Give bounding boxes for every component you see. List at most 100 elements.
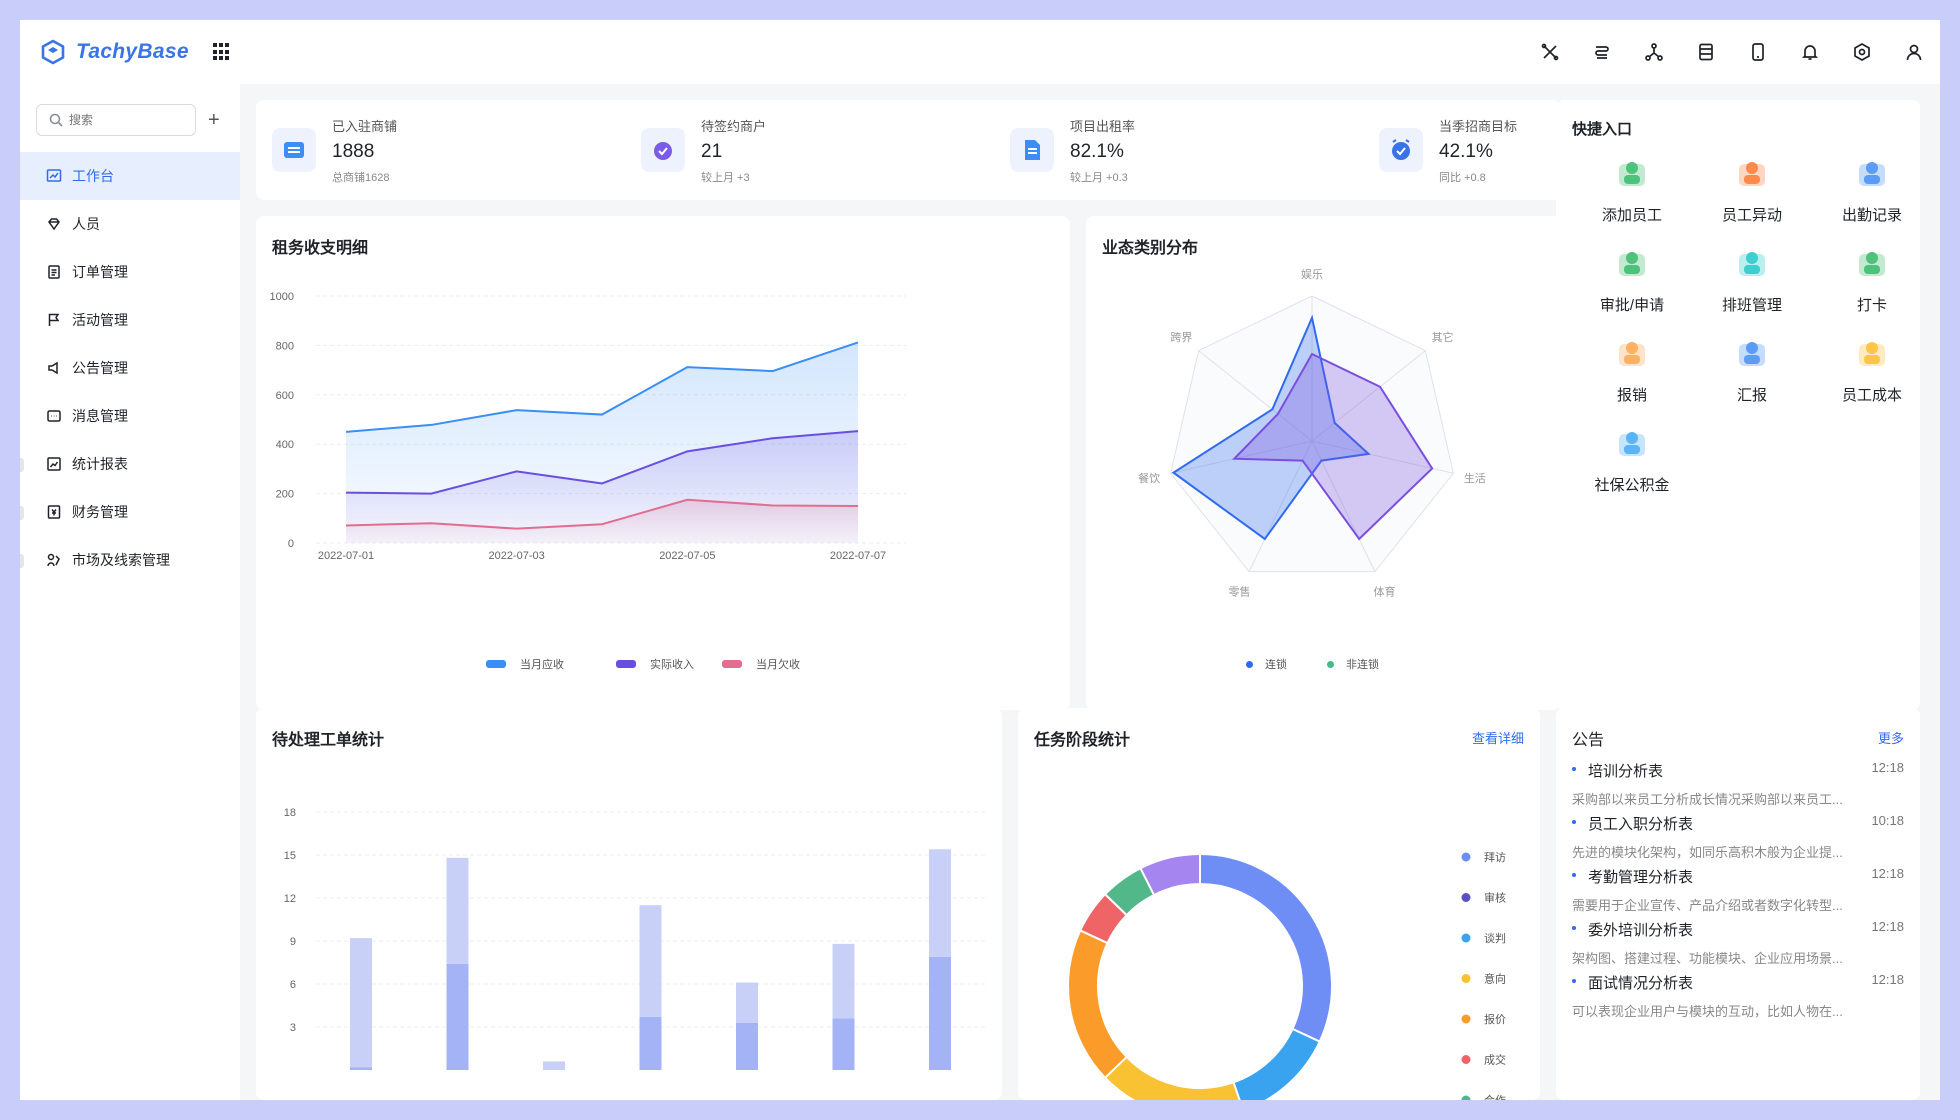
checkin-icon <box>1855 246 1889 280</box>
tools-icon[interactable] <box>1524 20 1576 84</box>
quick-item-label: 员工成本 <box>1841 387 1902 404</box>
chart-icon <box>46 168 62 184</box>
search-input[interactable] <box>69 113 179 127</box>
rent-area-chart: 0 200 400 600 800 1000 2022-07-01 2022-07-03 202… <box>270 291 906 562</box>
document-icon[interactable] <box>1680 20 1732 84</box>
stat-label: 当季招商目标 <box>1439 119 1518 134</box>
notice-item[interactable]: 面试情况分析表 12:18 可以表现企业用户与模块的互动，比如人物在... <box>1572 972 1904 1020</box>
radar-series <box>1231 352 1434 541</box>
sidebar-item-orders[interactable]: 订单管理 <box>20 248 240 296</box>
bell-icon[interactable] <box>1784 20 1836 84</box>
add-button[interactable]: + <box>208 109 220 131</box>
sidebar-item-market[interactable]: 市场及线索管理 <box>20 536 240 584</box>
tablet-icon[interactable] <box>1732 20 1784 84</box>
sidebar-item-people[interactable]: 人员 <box>20 200 240 248</box>
quick-item-9[interactable]: 社保公积金 <box>1572 422 1692 500</box>
user-icon[interactable] <box>1888 20 1940 84</box>
quick-item-0[interactable]: 添加员工 <box>1572 152 1692 230</box>
series-area <box>346 499 858 543</box>
bar-segment <box>929 849 951 957</box>
legend-dot <box>1461 974 1471 983</box>
legend-label: 审核 <box>1484 891 1506 905</box>
notice-title: 考勤管理分析表 <box>1572 866 1904 887</box>
quick-item-label: 汇报 <box>1736 387 1767 404</box>
view-details-link[interactable]: 查看详细 <box>1471 731 1524 746</box>
cost-icon <box>1855 336 1889 370</box>
quick-item-2[interactable]: 出勤记录 <box>1812 152 1932 230</box>
y-tick-label: 6 <box>290 979 296 991</box>
stat-sub: 较上月 +3 <box>701 172 750 184</box>
sidebar-item-label: 活动管理 <box>72 312 128 328</box>
quick-item-label: 打卡 <box>1856 297 1887 314</box>
card-title: 公告 <box>1572 732 1605 749</box>
sidebar-item-finance[interactable]: 财务管理 <box>20 488 240 536</box>
notice-item[interactable]: 员工入职分析表 10:18 先进的模块化架构，如同乐高积木般为企业提... <box>1572 813 1904 861</box>
legend-dot <box>1246 660 1253 668</box>
sidebar-item-messages[interactable]: 消息管理 <box>20 392 240 440</box>
rent-chart-card: 租务收支明细 0 200 400 600 800 1000 2022-07-01 2022-0… <box>256 216 1070 710</box>
search-box[interactable] <box>36 104 196 136</box>
notice-title: 委外培训分析表 <box>1572 919 1904 940</box>
bar-segment <box>350 1067 372 1070</box>
stat-sub: 总商铺1628 <box>332 172 390 184</box>
network-icon[interactable] <box>1628 20 1680 84</box>
sidebar-item-announcements[interactable]: 公告管理 <box>20 344 240 392</box>
quick-item-4[interactable]: 排班管理 <box>1692 242 1812 320</box>
notice-desc: 可以表现企业用户与模块的互动，比如人物在... <box>1572 1004 1843 1019</box>
notice-item[interactable]: 考勤管理分析表 12:18 需要用于企业宣传、产品介绍或者数字化转型... <box>1572 866 1904 914</box>
message-icon <box>46 408 62 424</box>
sidebar-item-reports[interactable]: 统计报表 <box>20 440 240 488</box>
quick-item-6[interactable]: 报销 <box>1572 332 1692 410</box>
donut-slice <box>1103 1055 1241 1100</box>
legend-label: 成交 <box>1484 1053 1506 1067</box>
radar-axis-label: 其它 <box>1432 330 1454 344</box>
task-chart-card: 任务阶段统计 查看详细 拜访审核谈判意向报价成交合作 <box>1018 708 1540 1100</box>
notice-desc: 先进的模块化架构，如同乐高积木般为企业提... <box>1572 845 1843 860</box>
stat-occupancy[interactable]: 项目出租率 82.1% 较上月 +0.3 <box>1010 100 1135 200</box>
quick-item-3[interactable]: 审批/申请 <box>1572 242 1692 320</box>
sidebar-item-activities[interactable]: 活动管理 <box>20 296 240 344</box>
quick-item-5[interactable]: 打卡 <box>1812 242 1932 320</box>
sidebar-item-label: 公告管理 <box>72 360 128 376</box>
stat-pending[interactable]: 待签约商户 21 较上月 +3 <box>641 100 766 200</box>
bar-segment <box>929 956 951 1070</box>
notice-item[interactable]: 委外培训分析表 12:18 架构图、搭建过程、功能模块、企业应用场景... <box>1572 919 1904 967</box>
quick-item-8[interactable]: 员工成本 <box>1812 332 1932 410</box>
stats-card: 已入驻商铺 1888 总商铺1628 待签约商户 21 较上月 +3 项目出租率… <box>256 100 1560 200</box>
quick-item-7[interactable]: 汇报 <box>1692 332 1812 410</box>
legend-swatch <box>722 660 742 668</box>
stat-value: 42.1% <box>1439 141 1493 162</box>
bar-segment <box>639 905 662 1017</box>
donut-slice <box>1232 1027 1322 1100</box>
card-title: 业态类别分布 <box>1102 240 1199 257</box>
settings-hex-icon[interactable] <box>1836 20 1888 84</box>
stat-stores[interactable]: 已入驻商铺 1888 总商铺1628 <box>272 100 397 200</box>
bar-segment <box>639 1016 662 1070</box>
sidebar-item-workbench[interactable]: 工作台 <box>20 152 240 200</box>
approval-icon <box>1615 246 1649 280</box>
workorder-chart-card: 待处理工单统计 3 6 9 12 15 18 <box>256 708 1002 1100</box>
legend-dot <box>1461 1014 1471 1024</box>
notice-desc: 需要用于企业宣传、产品介绍或者数字化转型... <box>1572 898 1843 913</box>
radar-axis <box>1311 440 1376 572</box>
finance-icon <box>46 504 62 520</box>
notice-title: 面试情况分析表 <box>1572 972 1904 993</box>
stack-icon[interactable] <box>1576 20 1628 84</box>
legend-label: 意向 <box>1484 972 1506 986</box>
notice-card: 公告 更多 培训分析表 12:18 采购部以来员工分析成长情况采购部以来员工... 员… <box>1556 708 1920 1100</box>
more-link[interactable]: 更多 <box>1877 731 1904 746</box>
brand[interactable]: TachyBase <box>40 39 189 65</box>
report-compass-icon <box>1735 336 1769 370</box>
stat-target[interactable]: 当季招商目标 42.1% 同比 +0.8 <box>1379 100 1517 200</box>
app-grid-icon[interactable] <box>212 43 231 61</box>
top-icons <box>1524 20 1940 84</box>
quick-item-label: 社保公积金 <box>1594 477 1670 494</box>
quick-item-1[interactable]: 员工异动 <box>1692 152 1812 230</box>
insurance-icon <box>1615 426 1649 460</box>
x-tick-label: 2022-07-01 <box>318 550 374 562</box>
y-tick-label: 15 <box>284 850 296 862</box>
notice-item[interactable]: 培训分析表 12:18 采购部以来员工分析成长情况采购部以来员工... <box>1572 760 1904 808</box>
notice-time: 12:18 <box>1871 919 1904 934</box>
sidebar-item-label: 财务管理 <box>72 504 128 520</box>
